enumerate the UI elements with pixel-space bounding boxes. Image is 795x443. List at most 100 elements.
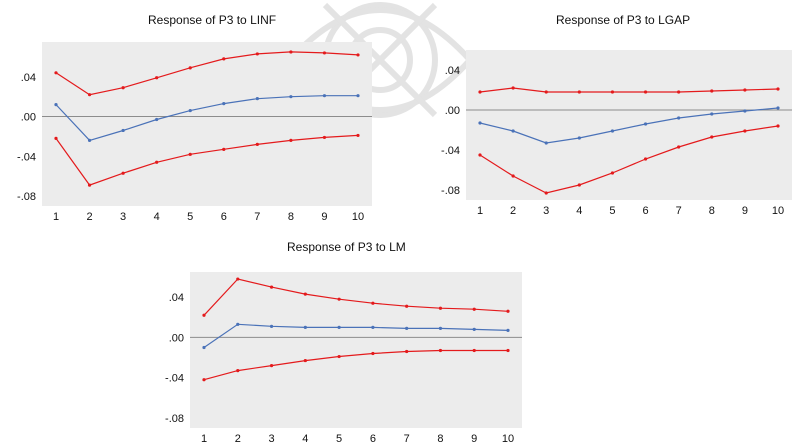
data-point-response xyxy=(289,95,293,99)
series-line-upper xyxy=(203,278,509,316)
x-tick-label: 4 xyxy=(154,211,160,223)
x-tick-label: 2 xyxy=(86,211,92,223)
x-tick-label: 3 xyxy=(268,433,274,443)
data-point-response xyxy=(511,129,515,133)
series-line-upper xyxy=(479,87,779,93)
data-point-upper xyxy=(289,50,293,54)
data-point-lower xyxy=(337,354,341,359)
series-line-upper xyxy=(55,51,359,96)
data-point-response xyxy=(438,326,443,330)
series-line-lower xyxy=(203,349,508,381)
data-point-lower xyxy=(356,133,360,138)
y-tick-label: .00 xyxy=(21,112,36,124)
data-point-response xyxy=(643,122,648,126)
y-tick-label: -.08 xyxy=(17,191,36,203)
data-point-response xyxy=(506,328,510,332)
data-point-upper xyxy=(236,277,240,281)
data-point-upper xyxy=(610,90,615,94)
data-point-lower xyxy=(506,348,510,353)
data-point-lower xyxy=(87,183,92,187)
x-tick-label: 10 xyxy=(352,211,364,223)
data-point-lower xyxy=(202,378,206,382)
data-point-response xyxy=(322,94,327,98)
data-point-response xyxy=(155,117,159,122)
data-point-upper xyxy=(511,86,515,90)
data-point-lower xyxy=(54,136,58,141)
data-point-upper xyxy=(577,90,581,94)
data-point-response xyxy=(677,116,681,120)
y-tick-label: -.04 xyxy=(165,373,184,385)
data-point-response xyxy=(405,326,409,330)
data-point-lower xyxy=(255,142,259,146)
x-tick-label: 3 xyxy=(543,205,549,217)
data-point-response xyxy=(478,121,482,125)
data-point-response xyxy=(710,112,714,116)
x-tick-label: 7 xyxy=(254,211,260,223)
data-point-upper xyxy=(544,90,548,94)
plot-area xyxy=(42,42,372,206)
x-tick-label: 7 xyxy=(404,433,410,443)
data-point-response xyxy=(610,129,615,133)
y-tick-label: -.04 xyxy=(441,145,460,157)
y-tick-label: -.08 xyxy=(165,413,184,425)
data-point-lower xyxy=(438,348,443,353)
data-point-upper xyxy=(222,57,226,61)
data-point-response xyxy=(236,322,240,326)
data-point-lower xyxy=(643,157,648,161)
x-tick-label: 6 xyxy=(370,433,376,443)
x-tick-label: 8 xyxy=(709,205,715,217)
data-point-upper xyxy=(322,51,327,55)
series-line-response xyxy=(203,323,509,348)
data-point-lower xyxy=(121,171,125,175)
data-point-response xyxy=(255,97,259,101)
data-point-response xyxy=(222,102,226,106)
data-point-lower xyxy=(478,153,482,157)
data-point-upper xyxy=(677,90,681,94)
data-point-response xyxy=(202,345,206,350)
data-point-upper xyxy=(710,89,714,93)
x-tick-label: 5 xyxy=(609,205,615,217)
y-tick-label: .04 xyxy=(445,65,460,77)
data-point-upper xyxy=(87,93,92,97)
data-point-upper xyxy=(303,292,307,296)
chart-3-title: Response of P3 to LM xyxy=(287,240,406,254)
x-tick-label: 1 xyxy=(53,211,59,223)
data-point-upper xyxy=(478,90,482,94)
x-tick-label: 9 xyxy=(471,433,477,443)
y-tick-label: .00 xyxy=(445,105,460,117)
x-tick-label: 10 xyxy=(502,433,514,443)
data-point-upper xyxy=(121,86,125,90)
data-point-upper xyxy=(202,313,206,317)
data-point-lower xyxy=(677,145,681,149)
x-tick-label: 9 xyxy=(742,205,748,217)
series-line-response xyxy=(479,107,779,144)
data-point-lower xyxy=(269,364,274,368)
data-point-upper xyxy=(54,71,58,75)
y-tick-label: .00 xyxy=(169,332,184,344)
data-point-response xyxy=(303,325,307,329)
x-tick-label: 2 xyxy=(235,433,241,443)
data-point-upper xyxy=(472,307,476,311)
data-point-upper xyxy=(506,309,510,313)
data-point-upper xyxy=(643,90,648,94)
data-point-upper xyxy=(405,304,409,308)
data-point-lower xyxy=(289,138,293,142)
x-tick-label: 1 xyxy=(201,433,207,443)
data-point-response xyxy=(776,106,780,110)
x-tick-label: 5 xyxy=(336,433,342,443)
data-point-upper xyxy=(371,301,375,305)
data-point-lower xyxy=(222,147,226,151)
data-point-response xyxy=(121,128,125,133)
data-point-upper xyxy=(155,76,159,80)
x-tick-label: 3 xyxy=(120,211,126,223)
data-point-lower xyxy=(405,349,409,354)
series-line-lower xyxy=(479,125,779,194)
data-point-lower xyxy=(371,351,375,356)
data-point-response xyxy=(269,324,274,328)
y-tick-label: .04 xyxy=(21,72,36,84)
x-tick-label: 10 xyxy=(772,205,784,217)
data-point-upper xyxy=(438,306,443,310)
